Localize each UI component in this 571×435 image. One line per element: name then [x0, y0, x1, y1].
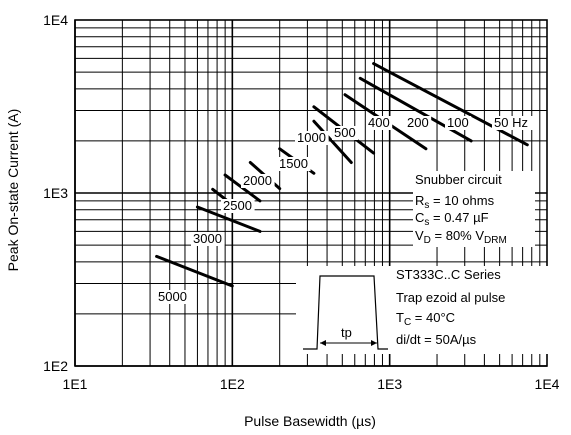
- snubber-vd: VD = 80% VDRM: [415, 228, 507, 246]
- series-title: ST333C..C Series: [396, 267, 501, 282]
- y-axis-label: Peak On-state Current (A): [5, 109, 21, 272]
- series-label-5000: 5000: [158, 289, 187, 304]
- series-label-3000: 3000: [193, 231, 222, 246]
- series-label-bg: [241, 174, 275, 188]
- series-label-bg: [191, 232, 225, 246]
- snubber-title: Snubber circuit: [415, 172, 502, 187]
- snubber-rs: Rs = 10 ohms: [415, 193, 495, 211]
- series-label-400: 400: [368, 115, 390, 130]
- x-tick-label: 1E2: [220, 376, 245, 392]
- vd-value-sub: DRM: [484, 235, 507, 246]
- series-labels: 50 Hz 100 200 400 500 1000 1500 2000 2500 3000 500…: [156, 115, 533, 304]
- series-label-100: 100: [447, 115, 469, 130]
- series-label-2500: 2500: [223, 198, 252, 213]
- x-axis-label: Pulse Basewidth (µs): [244, 413, 376, 429]
- series-label-500: 500: [334, 125, 356, 140]
- y-tick-label: 1E3: [43, 185, 68, 201]
- x-tick-label: 1E1: [63, 376, 88, 392]
- series-curve-500: [312, 119, 353, 164]
- tc-value: = 40°C: [411, 310, 455, 325]
- rs-symbol: R: [415, 193, 424, 208]
- x-tick-label: 1E4: [535, 376, 560, 392]
- tp-label: tp: [341, 325, 352, 340]
- series-label-bg: [277, 157, 311, 171]
- plot-border: [74, 19, 548, 367]
- series-label-200: 200: [407, 115, 429, 130]
- cs-sub: s: [424, 217, 429, 228]
- series-label-bg: [332, 126, 359, 140]
- series-label-1000: 1000: [297, 130, 326, 145]
- y-tick-label: 1E2: [43, 358, 68, 374]
- series-curves: [155, 62, 529, 288]
- series-label-bg: [445, 116, 472, 130]
- series-label-bg: [156, 290, 190, 304]
- x-tick-labels: 1E1 1E2 1E3 1E4: [63, 376, 560, 392]
- tp-arrow-left-icon: [320, 340, 326, 346]
- series-label-2000: 2000: [243, 173, 272, 188]
- tc-symbol: T: [396, 310, 404, 325]
- snubber-annotation: Snubber circuit Rs = 10 ohms Cs = 0.47 µ…: [413, 171, 535, 247]
- rs-value: = 10 ohms: [429, 193, 494, 208]
- series-curve-100: [358, 76, 473, 143]
- vd-sub: D: [424, 235, 431, 246]
- cs-value: = 0.47 µF: [429, 210, 488, 225]
- series-label-bg: [492, 116, 533, 130]
- pulse-annotation: tp ST333C..C Series Trap ezoid al pulse …: [296, 266, 550, 354]
- rs-sub: s: [424, 200, 429, 211]
- series-label-bg: [366, 116, 393, 130]
- series-label-50-hz: 50 Hz: [494, 115, 528, 130]
- series-label-bg: [295, 131, 329, 145]
- plot-frame: [74, 19, 548, 367]
- series-curve-5000: [155, 254, 234, 288]
- series-label-1500: 1500: [279, 156, 308, 171]
- series-label-bg: [221, 199, 255, 213]
- pulse-annotation-bg: [296, 266, 550, 354]
- vd-value: = 80% V: [431, 228, 484, 243]
- tp-arrow-right-icon: [371, 340, 377, 346]
- series-curve-3000: [195, 205, 262, 233]
- y-tick-label: 1E4: [43, 12, 68, 28]
- cs-symbol: C: [415, 210, 424, 225]
- snubber-annotation-bg: [413, 171, 535, 247]
- tc-condition: TC = 40°C: [396, 310, 455, 328]
- pulse-type: Trap ezoid al pulse: [396, 290, 505, 305]
- vd-symbol: V: [415, 228, 424, 243]
- series-label-bg: [405, 116, 432, 130]
- tc-sub: C: [404, 317, 411, 328]
- x-tick-label: 1E3: [377, 376, 402, 392]
- series-curve-50-hz: [372, 62, 529, 147]
- didt-condition: di/dt = 50A/µs: [396, 332, 477, 347]
- snubber-cs: Cs = 0.47 µF: [415, 210, 489, 228]
- trapezoid-pulse-icon: [303, 275, 388, 350]
- y-tick-labels: 1E2 1E3 1E4: [43, 12, 68, 374]
